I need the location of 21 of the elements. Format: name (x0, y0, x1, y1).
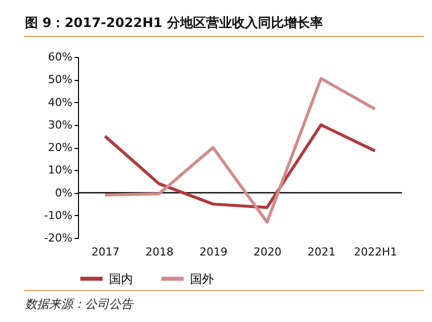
y-tick-label: 30% (48, 118, 72, 132)
source-note: 数据来源：公司公告 (25, 296, 133, 313)
x-tick-label: 2018 (146, 246, 174, 258)
y-tick-label: 20% (48, 141, 72, 154)
y-tick-label: -20% (44, 232, 72, 244)
x-tick-label: 2020 (254, 246, 282, 258)
x-tick-label: 2017 (92, 246, 120, 258)
y-tick-label: 40% (48, 96, 72, 109)
line-series (104, 76, 376, 224)
y-tick-label: -10% (44, 208, 72, 222)
y-tick-label: 10% (48, 164, 72, 177)
x-tick-label: 2021 (308, 246, 336, 258)
y-tick-label: 60% (48, 50, 72, 64)
y-tick-label: 0% (55, 186, 72, 200)
y-tick-label: 50% (48, 73, 72, 86)
x-tick-label: 2022H1 (354, 246, 398, 258)
line-series (104, 123, 376, 209)
legend-label: 国内 (109, 272, 133, 286)
chart-title: 图 9：2017-2022H1 分地区营业收入同比增长率 (25, 14, 323, 32)
legend-label: 国外 (190, 272, 214, 286)
x-tick-label: 2019 (200, 246, 228, 258)
